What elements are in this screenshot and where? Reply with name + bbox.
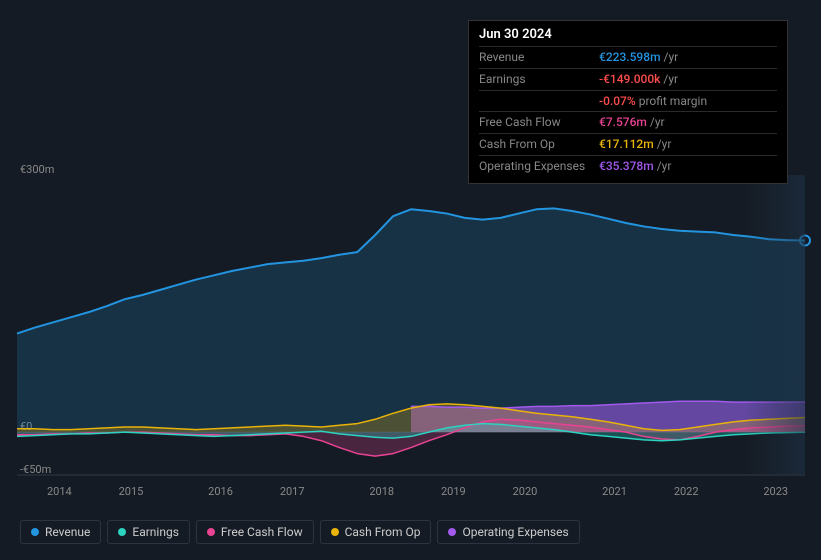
tooltip-label: Cash From Op <box>479 136 599 153</box>
tooltip-row: Operating Expenses€35.378m/yr <box>479 155 777 177</box>
tooltip-value: €223.598m <box>599 49 661 66</box>
tooltip-label: Earnings <box>479 71 599 88</box>
legend-label: Operating Expenses <box>462 525 568 539</box>
legend-swatch <box>118 528 126 536</box>
legend-item[interactable]: Free Cash Flow <box>196 520 314 544</box>
legend-label: Free Cash Flow <box>221 525 303 539</box>
chart-tooltip: Jun 30 2024 Revenue€223.598m/yrEarnings-… <box>468 20 788 184</box>
legend-item[interactable]: Revenue <box>20 520 101 544</box>
legend-swatch <box>207 528 215 536</box>
legend-swatch <box>331 528 339 536</box>
tooltip-value: €17.112m <box>599 136 654 153</box>
legend-item[interactable]: Operating Expenses <box>437 520 579 544</box>
tooltip-value: €7.576m <box>599 114 647 131</box>
tooltip-value: -€149.000k <box>599 71 660 88</box>
legend-swatch <box>448 528 456 536</box>
tooltip-suffix: /yr <box>663 71 678 88</box>
tooltip-label: Free Cash Flow <box>479 114 599 131</box>
legend-label: Cash From Op <box>345 525 421 539</box>
tooltip-date: Jun 30 2024 <box>479 27 777 46</box>
legend-label: Revenue <box>45 525 90 539</box>
chart-legend: Revenue Earnings Free Cash Flow Cash From O… <box>20 520 580 544</box>
tooltip-row: Cash From Op€17.112m/yr <box>479 133 777 155</box>
tooltip-label: Revenue <box>479 49 599 66</box>
legend-swatch <box>31 528 39 536</box>
tooltip-suffix: /yr <box>657 158 672 175</box>
tooltip-suffix: /yr <box>657 136 672 153</box>
tooltip-row: Free Cash Flow€7.576m/yr <box>479 111 777 133</box>
tooltip-suffix: /yr <box>664 49 679 66</box>
legend-label: Earnings <box>132 525 179 539</box>
legend-item[interactable]: Earnings <box>107 520 190 544</box>
tooltip-label: Operating Expenses <box>479 158 599 175</box>
tooltip-row: Earnings-€149.000k/yr <box>479 68 777 90</box>
tooltip-value: €35.378m <box>599 158 654 175</box>
future-gradient <box>745 175 805 475</box>
tooltip-subrow: -0.07% profit margin <box>479 90 777 112</box>
legend-item[interactable]: Cash From Op <box>320 520 432 544</box>
tooltip-suffix: /yr <box>650 114 665 131</box>
tooltip-row: Revenue€223.598m/yr <box>479 46 777 68</box>
